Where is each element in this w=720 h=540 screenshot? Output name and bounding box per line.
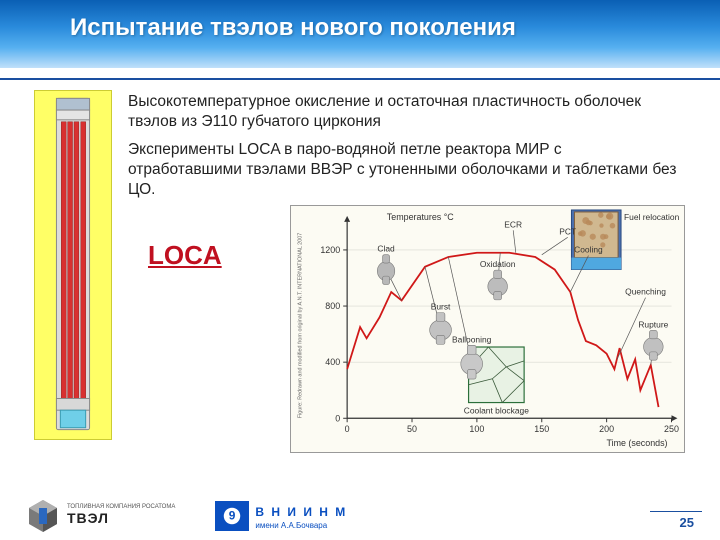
svg-text:Fuel relocation: Fuel relocation xyxy=(624,212,680,222)
svg-text:Rupture: Rupture xyxy=(638,319,668,329)
vniinm-icon: 9 xyxy=(215,501,249,531)
tvel-name: ТВЭЛ xyxy=(67,510,109,526)
vniinm-sub: имени А.А.Бочвара xyxy=(255,521,347,530)
svg-text:1200: 1200 xyxy=(320,245,340,255)
vniinm-name: В Н И И Н М xyxy=(255,505,347,519)
svg-text:Oxidation: Oxidation xyxy=(480,259,516,269)
svg-text:100: 100 xyxy=(469,424,484,434)
svg-text:800: 800 xyxy=(325,301,340,311)
svg-text:50: 50 xyxy=(407,424,417,434)
svg-text:150: 150 xyxy=(534,424,549,434)
paragraph-1: Высокотемпературное окисление и остаточн… xyxy=(128,92,668,132)
svg-text:Figure: Redrawn and modified: Figure: Redrawn and modified from origin… xyxy=(298,233,304,419)
svg-text:ECR: ECR xyxy=(504,219,522,229)
loca-chart: 0 400 800 1200 0 50 100 150 200 250 Temperatures °… xyxy=(290,205,685,453)
svg-text:Quenching: Quenching xyxy=(625,287,666,297)
svg-text:0: 0 xyxy=(335,413,340,423)
vniinm-logo: 9 В Н И И Н М имени А.А.Бочвара xyxy=(215,501,347,531)
svg-text:PCT: PCT xyxy=(559,226,576,236)
svg-text:Ballooning: Ballooning xyxy=(452,334,492,344)
page-number: 25 xyxy=(680,515,694,530)
svg-text:Burst: Burst xyxy=(431,302,451,312)
slide-title: Испытание твэлов нового поколения xyxy=(0,0,720,42)
svg-text:200: 200 xyxy=(599,424,614,434)
svg-text:9: 9 xyxy=(229,509,236,523)
svg-text:Time (seconds): Time (seconds) xyxy=(606,438,667,448)
paragraph-2: Эксперименты LOCA в паро-водяной петле р… xyxy=(128,140,678,199)
divider-line xyxy=(0,78,720,80)
fuel-rod-diagram xyxy=(34,90,112,440)
tvel-logo: ТОПЛИВНАЯ КОМПАНИЯ РОСАТОМА ТВЭЛ xyxy=(25,498,175,534)
svg-text:Clad: Clad xyxy=(377,244,395,254)
svg-text:250: 250 xyxy=(664,424,679,434)
svg-text:0: 0 xyxy=(345,424,350,434)
slide: Испытание твэлов нового поколения Высоко… xyxy=(0,0,720,540)
svg-text:Coolant blockage: Coolant blockage xyxy=(464,405,529,415)
footer-logos: ТОПЛИВНАЯ КОМПАНИЯ РОСАТОМА ТВЭЛ 9 В Н И… xyxy=(25,498,347,534)
page-number-line xyxy=(650,511,702,512)
svg-text:Cooling: Cooling xyxy=(574,245,603,255)
svg-text:Temperatures °C: Temperatures °C xyxy=(387,212,454,222)
svg-text:400: 400 xyxy=(325,357,340,367)
tvel-hex-icon xyxy=(25,498,61,534)
loca-label: LOCA xyxy=(148,240,222,271)
slide-header: Испытание твэлов нового поколения xyxy=(0,0,720,68)
